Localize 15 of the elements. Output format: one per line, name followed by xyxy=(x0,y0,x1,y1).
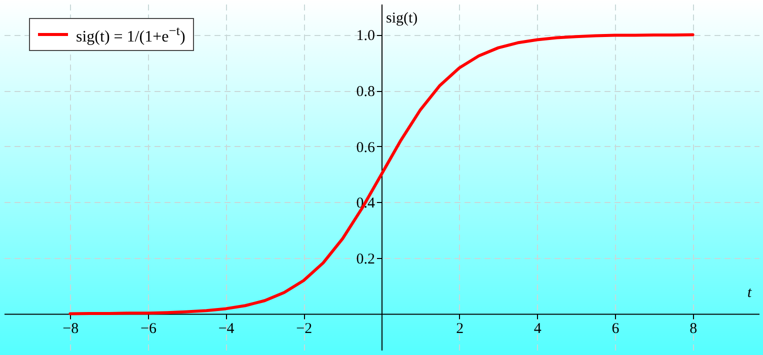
y-tick-label: 1.0 xyxy=(356,28,375,44)
y-axis-title: sig(t) xyxy=(386,10,418,26)
y-tick-label: 0.6 xyxy=(356,140,376,156)
x-tick-label: −6 xyxy=(140,321,157,338)
x-tick-label: 2 xyxy=(456,321,464,338)
x-tick-label: 8 xyxy=(690,321,698,338)
x-tick-label: −8 xyxy=(62,321,79,338)
y-tick-label: 0.2 xyxy=(356,251,375,268)
legend-label: sig(t) = 1/(1+e$^{−t}$) xyxy=(76,23,186,46)
y-tick-label: 0.8 xyxy=(356,84,375,100)
x-tick-label: 6 xyxy=(612,321,620,338)
x-tick-label: −4 xyxy=(218,321,235,338)
x-tick-label: −2 xyxy=(296,321,312,338)
x-axis-title: t xyxy=(747,285,752,302)
x-tick-label: 4 xyxy=(534,321,542,338)
